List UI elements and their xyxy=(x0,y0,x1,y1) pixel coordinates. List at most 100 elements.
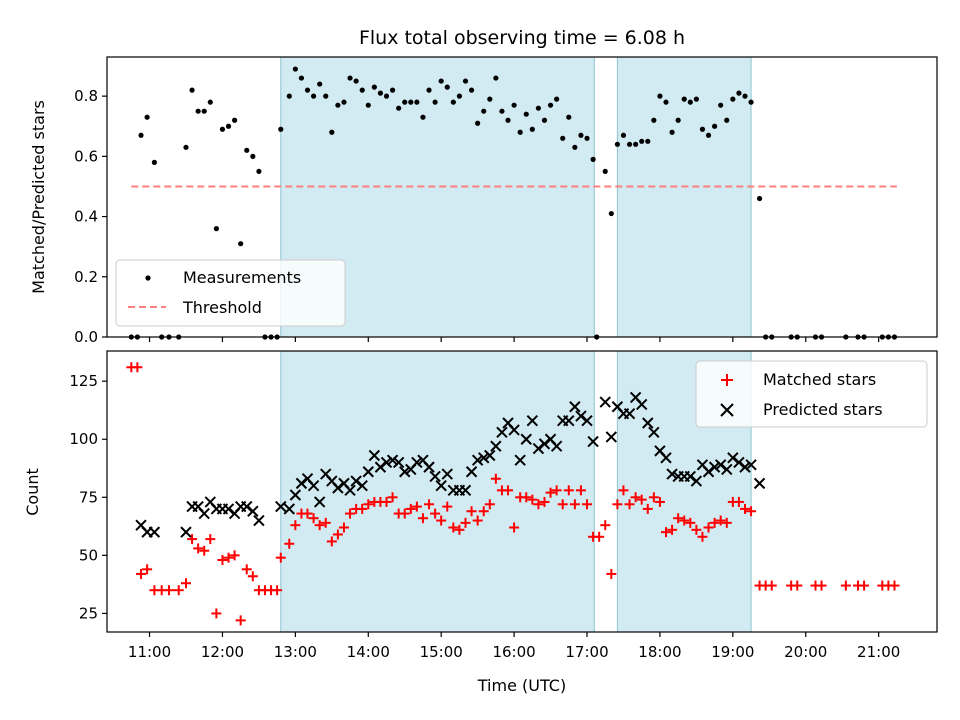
predicted-star-point xyxy=(532,442,545,455)
measurement-point xyxy=(402,99,408,105)
predicted-star-point xyxy=(753,477,766,490)
matched-star-point xyxy=(387,492,398,503)
predicted-star-point xyxy=(289,489,302,501)
predicted-star-point xyxy=(648,426,660,438)
matched-star-point xyxy=(308,513,319,524)
measurement-point xyxy=(578,132,584,138)
matched-star-point xyxy=(466,506,477,517)
predicted-star-point xyxy=(441,468,453,480)
matched-star-point xyxy=(600,520,611,531)
matched-star-point xyxy=(478,506,489,517)
predicted-star-point xyxy=(307,479,320,492)
x-axis-label: Time (UTC) xyxy=(477,676,566,695)
bottom-legend-box xyxy=(695,360,928,428)
predicted-star-point xyxy=(295,477,308,490)
top-plot-frame xyxy=(106,56,938,338)
matched-star-point xyxy=(193,543,204,554)
matched-star-point xyxy=(326,536,337,547)
matched-star-point xyxy=(792,580,803,591)
matched-star-point xyxy=(211,608,222,619)
predicted-star-point xyxy=(702,466,715,478)
measurement-point xyxy=(663,99,669,105)
matched-star-point xyxy=(332,529,343,540)
measurement-point xyxy=(244,147,250,153)
matched-star-point xyxy=(746,506,757,517)
measurement-point xyxy=(505,117,511,123)
chart-title: Flux total observing time = 6.08 h xyxy=(359,27,685,49)
predicted-star-point xyxy=(313,496,326,508)
measurement-point xyxy=(408,99,414,105)
measurement-point xyxy=(756,195,763,202)
predicted-star-point xyxy=(733,456,745,469)
matched-star-point xyxy=(654,496,665,507)
predicted-star-point xyxy=(253,514,265,527)
y-tick-label: 0.4 xyxy=(74,208,98,226)
measurement-point xyxy=(207,99,213,105)
legend-threshold-label: Threshold xyxy=(182,298,262,317)
legend-measurements-label: Measurements xyxy=(183,268,301,287)
matched-star-point xyxy=(229,550,240,561)
measurement-point xyxy=(231,117,238,123)
predicted-star-point xyxy=(550,440,563,452)
measurement-point xyxy=(225,123,232,129)
shaded-interval-2 xyxy=(616,56,752,338)
measurement-point xyxy=(511,102,517,108)
predicted-star-point xyxy=(386,454,399,466)
matched-star-point xyxy=(284,538,295,549)
predicted-star-point xyxy=(344,484,356,497)
measurement-point xyxy=(608,210,614,217)
measurement-point xyxy=(529,126,535,132)
predicted-star-point xyxy=(478,452,490,464)
predicted-star-point xyxy=(520,433,532,445)
measurement-point xyxy=(195,108,201,114)
y-tick-label: 100 xyxy=(69,430,98,448)
measurement-point xyxy=(669,129,675,135)
matched-star-point xyxy=(618,485,629,496)
predicted-star-point xyxy=(429,470,441,483)
matched-star-point xyxy=(345,508,356,519)
measurement-point xyxy=(651,117,657,123)
matched-star-point xyxy=(630,492,641,503)
measurement-point xyxy=(499,108,505,114)
matched-star-point xyxy=(612,499,623,510)
measurement-point xyxy=(292,66,298,72)
matched-star-point xyxy=(424,499,435,510)
matched-star-point xyxy=(582,499,593,510)
measurement-point xyxy=(554,96,560,102)
matched-star-point xyxy=(163,585,174,596)
bottom-y-ticks: 25 50 75 100 125 xyxy=(69,372,107,622)
matched-star-point xyxy=(247,571,258,582)
predicted-star-point xyxy=(241,500,253,513)
measurement-point xyxy=(547,102,554,108)
predicted-star-point xyxy=(283,503,295,515)
measurement-point xyxy=(687,99,693,105)
measurement-point xyxy=(718,102,724,108)
predicted-star-point xyxy=(714,459,727,471)
measurement-point xyxy=(389,87,396,93)
top-legend: Measurements Threshold xyxy=(115,259,346,327)
predicted-star-point xyxy=(526,414,539,427)
matched-star-point xyxy=(766,580,777,591)
matched-star-point xyxy=(436,515,447,526)
measurement-point xyxy=(541,117,548,123)
predicted-star-point xyxy=(642,417,654,429)
measurement-point xyxy=(639,138,645,144)
measurement-point xyxy=(626,141,633,147)
matched-star-point xyxy=(636,494,647,505)
predicted-star-point xyxy=(599,396,611,408)
predicted-star-point xyxy=(708,461,721,473)
measurement-point xyxy=(250,153,256,159)
predicted-star-point xyxy=(180,526,192,538)
predicted-star-point xyxy=(538,438,551,450)
measurement-point xyxy=(219,126,226,132)
x-tick-label: 15:00 xyxy=(420,643,463,661)
measurement-point xyxy=(371,84,377,90)
matched-star-point xyxy=(545,487,556,498)
matched-star-point xyxy=(509,522,520,533)
predicted-star-point xyxy=(514,454,526,466)
matched-star-point xyxy=(302,508,313,519)
measurement-point xyxy=(584,135,590,141)
measurement-point xyxy=(183,144,189,150)
measurement-point xyxy=(742,93,748,99)
matched-star-point xyxy=(142,564,153,575)
